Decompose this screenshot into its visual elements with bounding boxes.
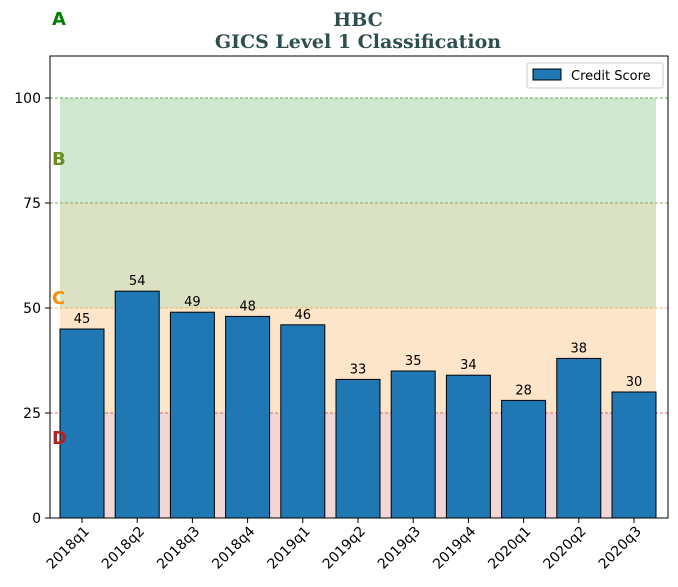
bar-2018q3 (169, 311, 215, 519)
x-axis: 2018q1 2018q2 2018q3 2018q4 2019q1 2019q2 2019… (44, 518, 645, 573)
x-tick-label-2020q3: 2020q3 (596, 524, 645, 573)
zone-fill-c (60, 203, 656, 308)
bar-value-2020q2: 38 (571, 341, 588, 356)
legend-swatch (532, 68, 562, 81)
x-tick-label-2019q1: 2019q1 (265, 524, 314, 573)
bar-2020q2 (556, 357, 602, 519)
zone-label-b: B (52, 149, 66, 170)
y-tick-label-0: 0 (32, 511, 41, 527)
zone-label-c: C (52, 288, 65, 309)
bar-2020q3 (611, 391, 657, 519)
bars (59, 290, 657, 519)
zone-fill-b (60, 98, 656, 203)
x-tick-label-2020q2: 2020q2 (541, 524, 590, 573)
legend: Credit Score (526, 62, 664, 89)
x-tick-label-2018q4: 2018q4 (209, 523, 258, 572)
bar-value-2018q1: 45 (74, 312, 91, 327)
chart-subtitle: GICS Level 1 Classification (215, 31, 501, 53)
bar-2019q2 (335, 378, 381, 519)
bar-value-2020q1: 28 (515, 383, 532, 398)
x-tick-label-2018q1: 2018q1 (44, 524, 93, 573)
plot-frame (49, 55, 669, 519)
zone-label-a: A (52, 9, 66, 30)
bar-2020q1 (501, 399, 547, 519)
y-tick-label-50: 50 (23, 301, 41, 317)
bar-value-2020q3: 30 (626, 375, 643, 390)
bar-2019q1 (280, 324, 326, 519)
bar-value-2019q2: 33 (350, 362, 367, 377)
bar-2018q2 (114, 290, 160, 519)
bar-2019q3 (390, 370, 436, 519)
x-tick-label-2019q2: 2019q2 (320, 524, 369, 573)
bar-value-2019q3: 35 (405, 354, 422, 369)
bar-value-labels: 45 54 49 48 46 33 35 34 28 38 30 (74, 274, 643, 398)
x-tick-label-2019q3: 2019q3 (375, 524, 424, 573)
zone-letters: A B C D (52, 9, 67, 449)
x-tick-label-2020q1: 2020q1 (485, 524, 534, 573)
bar-2018q1 (59, 328, 105, 519)
chart-title: HBC (333, 9, 383, 31)
bar-value-2019q4: 34 (460, 358, 477, 373)
y-tick-label-75: 75 (23, 196, 41, 212)
zone-label-d: D (52, 428, 67, 449)
bar-2018q4 (225, 315, 271, 519)
y-tick-label-100: 100 (14, 91, 41, 107)
bar-value-2019q1: 46 (295, 308, 312, 323)
bar-value-2018q2: 54 (129, 274, 146, 289)
y-tick-label-25: 25 (23, 406, 41, 422)
bar-value-2018q3: 49 (184, 295, 201, 310)
x-tick-label-2018q2: 2018q2 (99, 524, 148, 573)
legend-label: Credit Score (571, 69, 651, 84)
x-tick-label-2018q3: 2018q3 (154, 524, 203, 573)
x-tick-label-2019q4: 2019q4 (430, 523, 479, 572)
bar-value-2018q4: 48 (239, 299, 256, 314)
y-axis: 0 25 50 75 100 (14, 91, 50, 527)
bar-2019q4 (445, 374, 491, 519)
